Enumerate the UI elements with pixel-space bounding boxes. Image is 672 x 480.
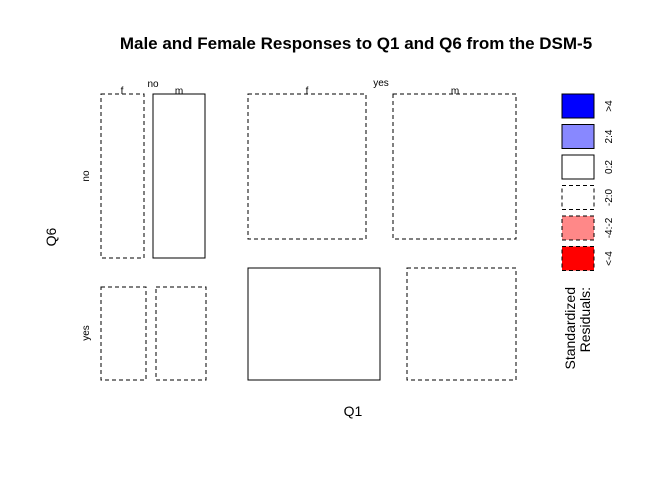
legend-label: >4 xyxy=(604,100,615,112)
legend-swatch xyxy=(561,246,595,271)
mosaic-cell-q1-yes-q6-yes-m xyxy=(406,267,517,381)
legend-label: -4:-2 xyxy=(604,217,615,238)
legend-label: 0:2 xyxy=(604,160,615,174)
y-axis-label: Q6 xyxy=(43,227,59,246)
sex-label-q1-yes-f: f xyxy=(306,86,309,97)
legend-swatch xyxy=(561,215,595,241)
legend: >4 2:4 0:2 -2:0 -4:-2 <-4 Standardized Residu… xyxy=(561,93,615,370)
x-axis-label: Q1 xyxy=(344,403,363,419)
mosaic-cell-q1-yes-q6-yes-f xyxy=(247,267,381,381)
q1-level-label-yes: yes xyxy=(373,78,389,89)
q1-level-label-no: no xyxy=(147,79,159,90)
legend-label: 2:4 xyxy=(604,129,615,143)
legend-label: -2:0 xyxy=(604,188,615,206)
sex-label-q1-no-m: m xyxy=(175,86,183,97)
legend-swatch xyxy=(561,154,595,180)
mosaic-cell-q1-no-q6-no-f xyxy=(100,93,145,259)
mosaic-cell-q1-no-q6-yes-f xyxy=(100,286,147,381)
sex-label-q1-yes-m: m xyxy=(451,86,459,97)
legend-swatch xyxy=(561,185,595,210)
chart-title: Male and Female Responses to Q1 and Q6 f… xyxy=(120,34,592,53)
mosaic-cell-q1-no-q6-yes-m xyxy=(155,286,207,381)
legend-title-line1: Standardized xyxy=(562,287,578,370)
mosaic-cell-q1-yes-q6-no-f xyxy=(247,93,367,240)
legend-swatch xyxy=(561,124,595,149)
mosaic-cell-q1-yes-q6-no-m xyxy=(392,93,517,240)
legend-label: <-4 xyxy=(604,251,615,266)
mosaic-cell-q1-no-q6-no-m xyxy=(152,93,206,259)
q6-level-label-no: no xyxy=(81,170,92,182)
legend-swatch xyxy=(561,93,595,119)
legend-title-line2: Residuals: xyxy=(577,287,593,352)
q6-level-label-yes: yes xyxy=(81,325,92,341)
sex-label-q1-no-f: f xyxy=(121,86,124,97)
